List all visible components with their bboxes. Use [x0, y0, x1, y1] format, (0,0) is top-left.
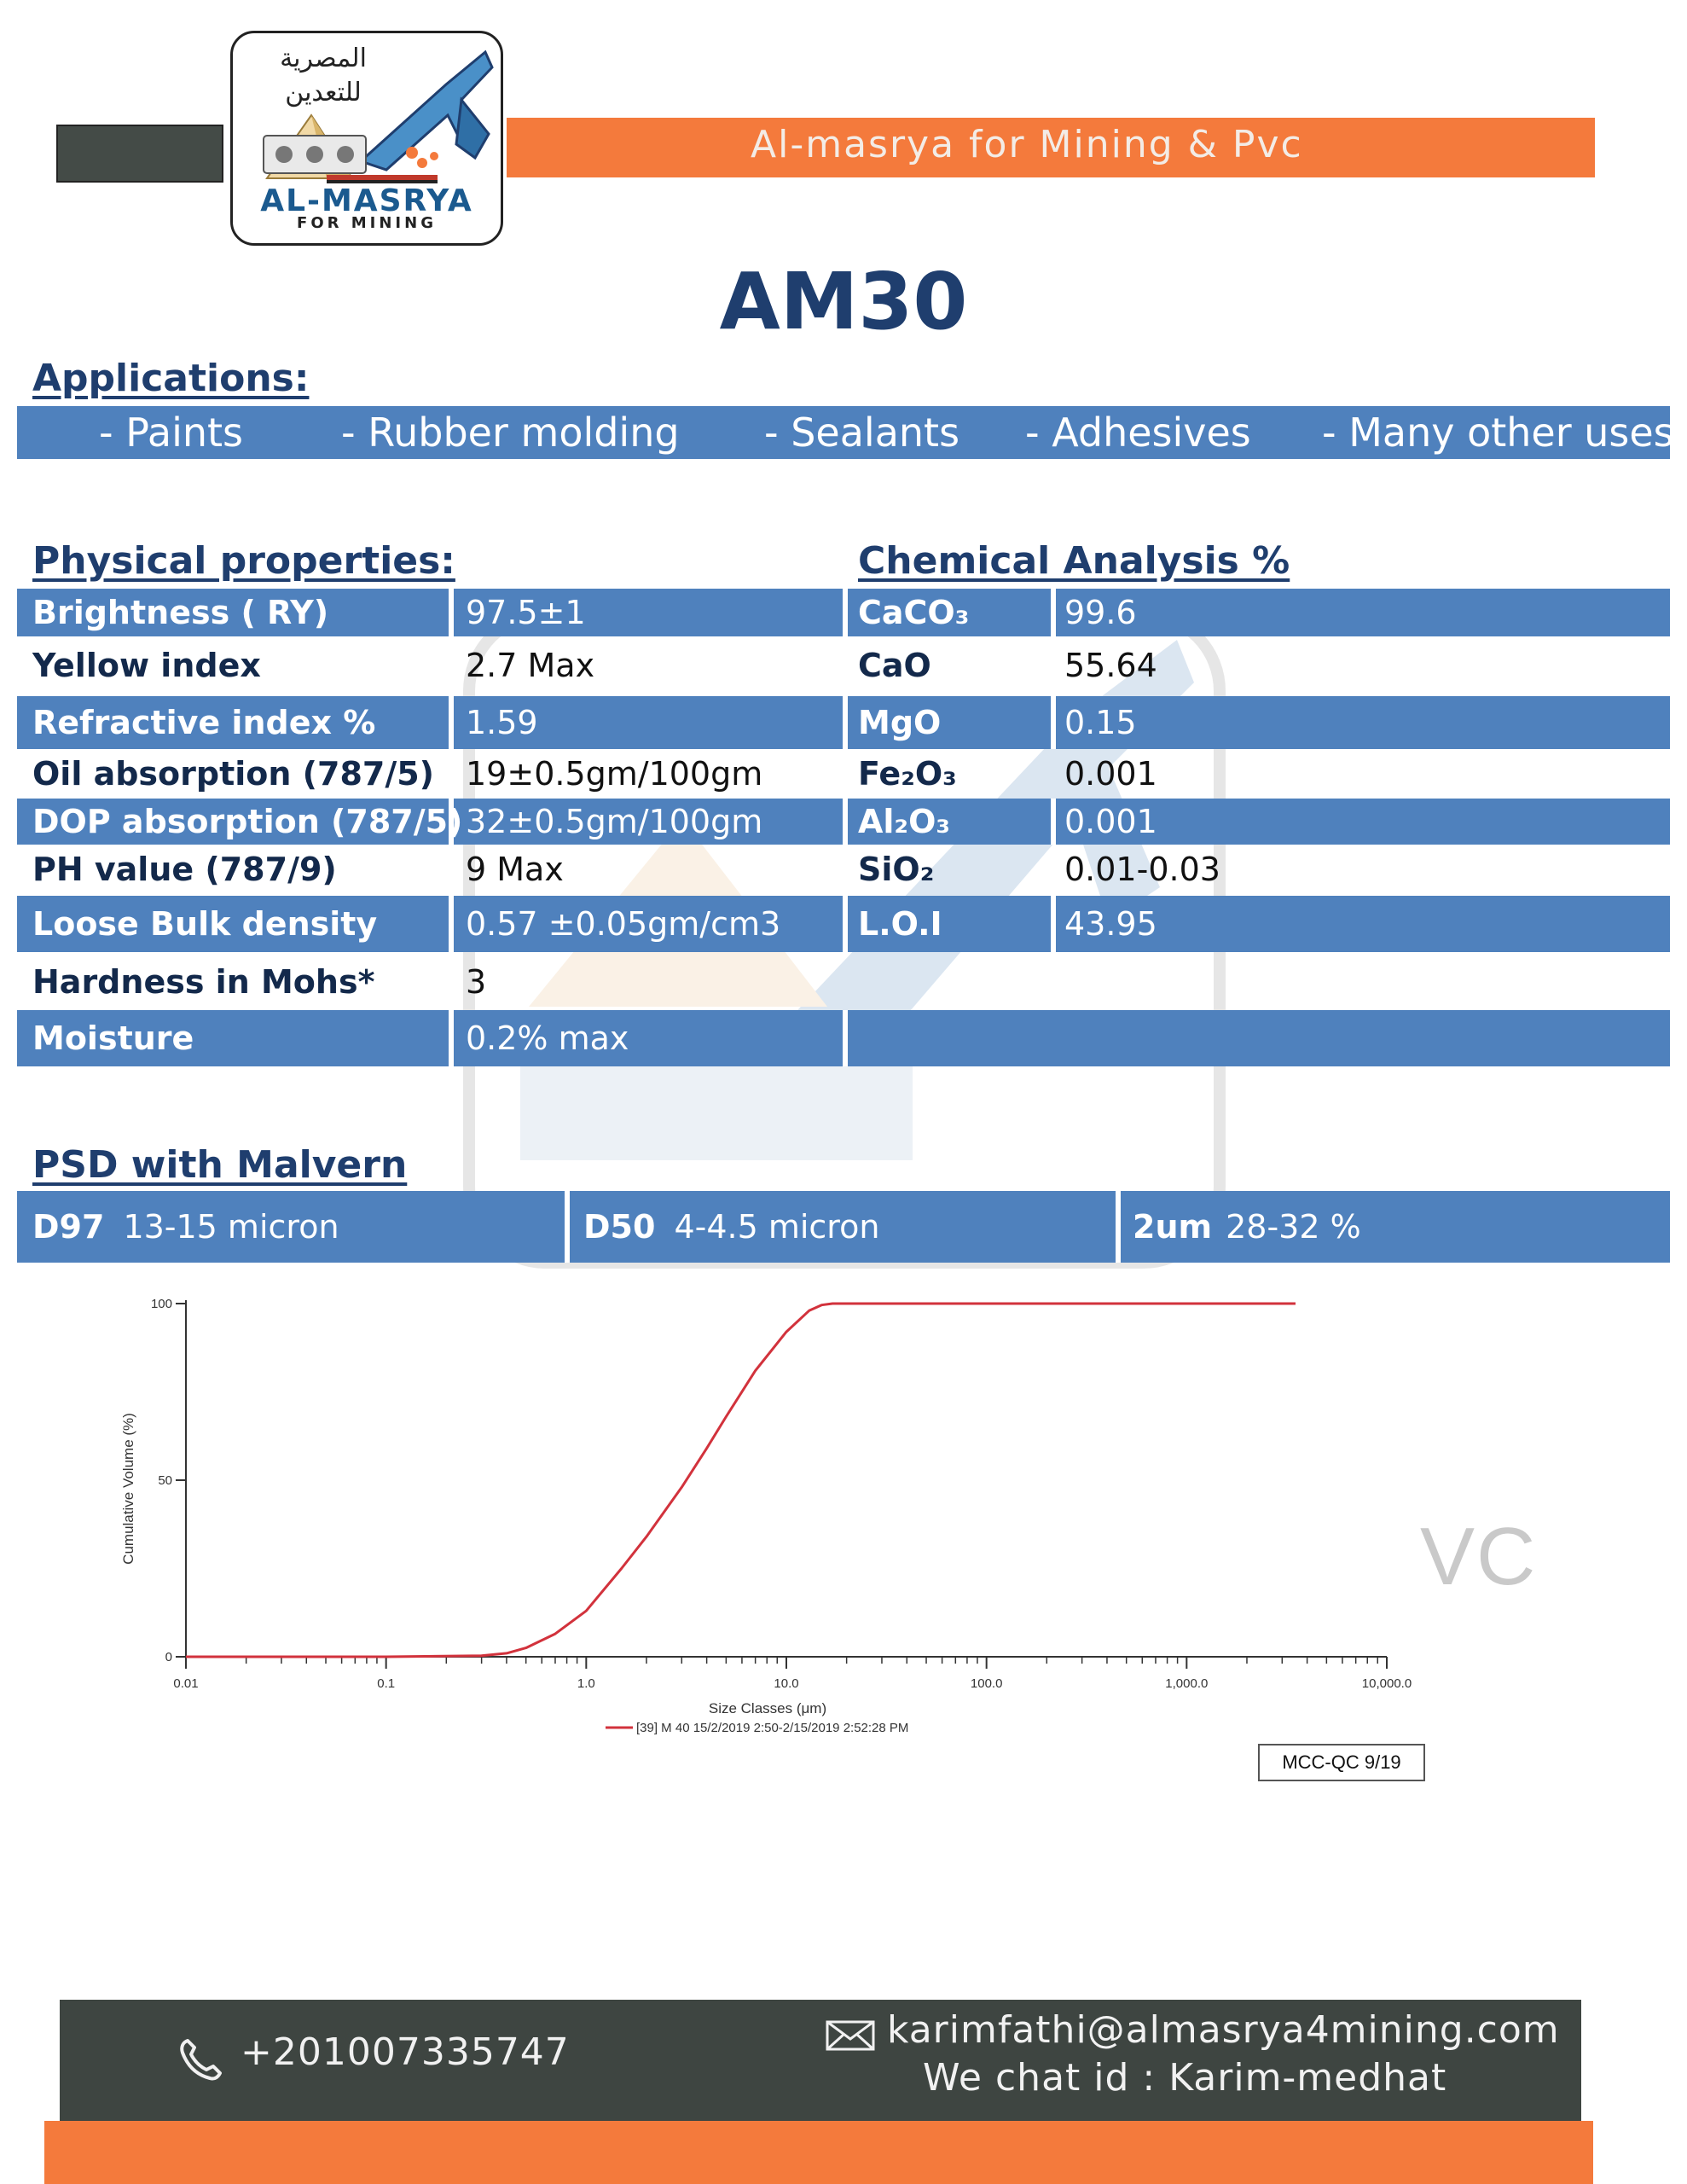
product-title: AM30	[719, 256, 968, 347]
properties-table: Brightness ( RY) 97.5±1 CaCO₃ 99.6 Yello…	[17, 589, 1670, 1066]
chemical-analysis-heading: Chemical Analysis %	[858, 539, 1290, 583]
wechat-id: We chat id : Karim-medhat	[923, 2056, 1447, 2100]
chemical-value: 43.95	[1064, 905, 1157, 943]
table-row: Oil absorption (787/5) 19±0.5gm/100gm Fe…	[17, 751, 1670, 797]
applications-band: - Paints - Rubber molding - Sealants - A…	[17, 406, 1674, 459]
physical-value: 32±0.5gm/100gm	[466, 803, 763, 840]
email-icon	[826, 2020, 875, 2051]
physical-value: 1.59	[466, 704, 538, 741]
x-axis-label: Size Classes (μm)	[709, 1700, 826, 1716]
excavator-icon	[263, 49, 494, 183]
phone-number[interactable]: +201007335747	[241, 2030, 570, 2074]
chart-series	[186, 1302, 1296, 1658]
physical-value: 3	[466, 963, 487, 1001]
physical-label: Loose Bulk density	[32, 905, 378, 943]
physical-value: 0.57 ±0.05gm/cm3	[466, 905, 781, 943]
physical-label: DOP absorption (787/5)	[32, 803, 463, 840]
company-logo: المصرية للتعدين AL-MASRYA FOR MINING	[230, 31, 503, 246]
table-row: Brightness ( RY) 97.5±1 CaCO₃ 99.6	[17, 589, 1670, 636]
physical-label: Refractive index %	[32, 704, 376, 741]
table-row: Hardness in Mohs* 3	[17, 956, 1670, 1008]
chart-ticks: 0 50 100 0.01 0.1 1.0 10.0 100.0 1,000.0 10,000.0	[151, 1297, 1412, 1691]
physical-label: Hardness in Mohs*	[32, 963, 375, 1001]
footer-contact-bar	[60, 2000, 1581, 2124]
y-tick-label: 100	[151, 1297, 172, 1311]
psd-item-2um: 2um 28-32 %	[1133, 1208, 1361, 1246]
chemical-label: SiO₂	[858, 851, 935, 888]
table-row: Refractive index % 1.59 MgO 0.15	[17, 696, 1670, 749]
physical-label: Yellow index	[32, 647, 261, 684]
x-tick-label: 100.0	[971, 1676, 1003, 1691]
x-tick-label: 1.0	[577, 1676, 595, 1691]
table-row: PH value (787/9) 9 Max SiO₂ 0.01-0.03	[17, 846, 1670, 892]
physical-label: PH value (787/9)	[32, 851, 337, 888]
physical-value: 9 Max	[466, 851, 564, 888]
table-row: Loose Bulk density 0.57 ±0.05gm/cm3 L.O.…	[17, 896, 1670, 952]
physical-value: 0.2% max	[466, 1019, 629, 1057]
y-axis-label: Cumulative Volume (%)	[120, 1413, 136, 1565]
chart-axes	[185, 1300, 1387, 1658]
legend-entry: [39] M 40 15/2/2019 2:50-2/15/2019 2:52:…	[636, 1721, 908, 1735]
table-row: Yellow index 2.7 Max CaO 55.64	[17, 640, 1670, 691]
chemical-value: 55.64	[1064, 647, 1157, 684]
table-row: DOP absorption (787/5) 32±0.5gm/100gm Al…	[17, 799, 1670, 845]
x-tick-label: 10.0	[774, 1676, 798, 1691]
chemical-label: Al₂O₃	[858, 803, 951, 840]
chemical-label: CaCO₃	[858, 594, 970, 631]
chemical-value: 99.6	[1064, 594, 1137, 631]
physical-label: Moisture	[32, 1019, 194, 1057]
chemical-value: 0.15	[1064, 704, 1137, 741]
physical-value: 2.7 Max	[466, 647, 595, 684]
physical-label: Oil absorption (787/5)	[32, 755, 435, 793]
chemical-value: 0.001	[1064, 755, 1157, 793]
y-tick-label: 50	[158, 1473, 172, 1488]
chemical-label: CaO	[858, 647, 931, 684]
application-item: - Adhesives	[1025, 410, 1251, 456]
psd-chart: 0 50 100 0.01 0.1 1.0 10.0 100.0 1,000.0 10,000.0…	[120, 1297, 1412, 1735]
chemical-value: 0.001	[1064, 803, 1157, 840]
logo-name: AL-MASRYA	[260, 183, 473, 218]
logo-subtitle: FOR MINING	[297, 214, 437, 232]
chemical-label: L.O.I	[858, 905, 942, 943]
application-item: - Sealants	[764, 410, 960, 456]
document-code: MCC-QC 9/19	[1258, 1744, 1425, 1781]
physical-value: 97.5±1	[466, 594, 586, 631]
physical-value: 19±0.5gm/100gm	[466, 755, 763, 793]
x-tick-label: 10,000.0	[1362, 1676, 1412, 1691]
chemical-label: MgO	[858, 704, 942, 741]
watermark-text: VC	[1420, 1511, 1538, 1602]
physical-properties-heading: Physical properties:	[32, 539, 455, 583]
psd-band: D97 13-15 micron D50 4-4.5 micron 2um 28-32…	[17, 1191, 1670, 1263]
x-tick-label: 0.01	[173, 1676, 198, 1691]
table-row: Moisture 0.2% max	[17, 1010, 1670, 1066]
phone-icon	[180, 2039, 222, 2081]
x-tick-label: 1,000.0	[1165, 1676, 1208, 1691]
email-address[interactable]: karimfathi@almasrya4mining.com	[887, 2008, 1560, 2052]
application-item: - Many other uses	[1322, 410, 1674, 456]
application-item: - Rubber molding	[341, 410, 680, 456]
logo-arabic: المصرية للتعدين	[280, 44, 367, 107]
chemical-value: 0.01-0.03	[1064, 851, 1220, 888]
psd-item-d97: D97 13-15 micron	[32, 1208, 339, 1246]
banner-text: Al-masrya for Mining & Pvc	[751, 123, 1303, 166]
series-line	[186, 1302, 1296, 1658]
applications-heading: Applications:	[32, 357, 310, 400]
psd-heading: PSD with Malvern	[32, 1143, 408, 1187]
x-tick-label: 0.1	[377, 1676, 395, 1691]
footer-orange-bar	[44, 2121, 1593, 2184]
application-item: - Paints	[99, 410, 244, 456]
header-banner: Al-masrya for Mining & Pvc	[507, 118, 1595, 177]
header-dark-bar	[56, 125, 223, 183]
y-tick-label: 0	[165, 1650, 172, 1664]
physical-label: Brightness ( RY)	[32, 594, 329, 631]
chemical-label: Fe₂O₃	[858, 755, 957, 793]
psd-item-d50: D50 4-4.5 micron	[583, 1208, 880, 1246]
